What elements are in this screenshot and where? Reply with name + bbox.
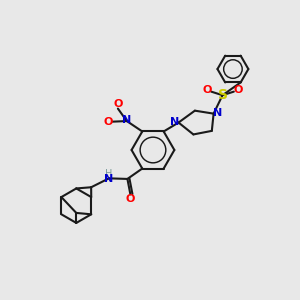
Text: O: O xyxy=(113,99,123,109)
Text: H: H xyxy=(105,169,112,179)
Text: N: N xyxy=(122,115,131,125)
Text: N: N xyxy=(104,174,113,184)
Text: O: O xyxy=(202,85,212,95)
Text: O: O xyxy=(104,117,113,127)
Text: S: S xyxy=(218,88,227,102)
Text: O: O xyxy=(126,194,135,204)
Text: O: O xyxy=(233,85,243,95)
Text: N: N xyxy=(212,108,222,118)
Text: N: N xyxy=(170,117,180,127)
